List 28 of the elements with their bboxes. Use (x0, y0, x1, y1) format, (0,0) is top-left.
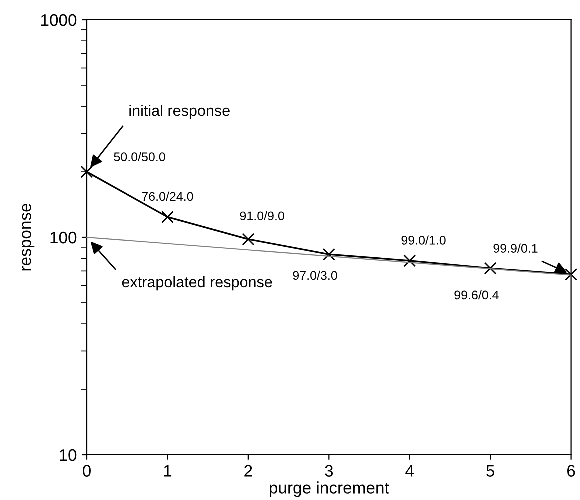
x-tick-label: 1 (164, 465, 172, 477)
data-label: 99.0/1.0 (402, 236, 446, 245)
x-tick-label: 5 (486, 465, 495, 477)
data-label: 76.0/24.0 (142, 192, 194, 202)
point (80, 166, 94, 178)
x-tick-label: 3 (325, 465, 334, 477)
y-axis-title: response (22, 204, 35, 271)
data-label: 99.9/0.1 (494, 244, 538, 253)
point (565, 268, 578, 281)
point (484, 262, 497, 275)
point (404, 254, 416, 268)
data-label: 91.0/9.0 (240, 211, 284, 221)
annotation: extrapolated response (122, 276, 272, 291)
x-axis-title: purge increment (270, 482, 390, 498)
x-tick-label: 0 (83, 465, 91, 477)
annotation: initial response (130, 105, 230, 120)
y-tick-label: 10 (60, 449, 77, 462)
y-tick-label: 1000 (41, 14, 77, 26)
point (161, 210, 174, 224)
data-label: 50.0/50.0 (114, 152, 166, 162)
x-tick-label: 2 (244, 465, 252, 477)
x-tick-label: 4 (406, 465, 414, 477)
point (242, 233, 255, 246)
point (322, 248, 336, 261)
data-label: 97.0/3.0 (293, 270, 338, 280)
data-label: 99.6/0.4 (454, 290, 499, 300)
y-tick-label: 100 (50, 232, 77, 244)
x-tick-label: 6 (568, 465, 576, 477)
